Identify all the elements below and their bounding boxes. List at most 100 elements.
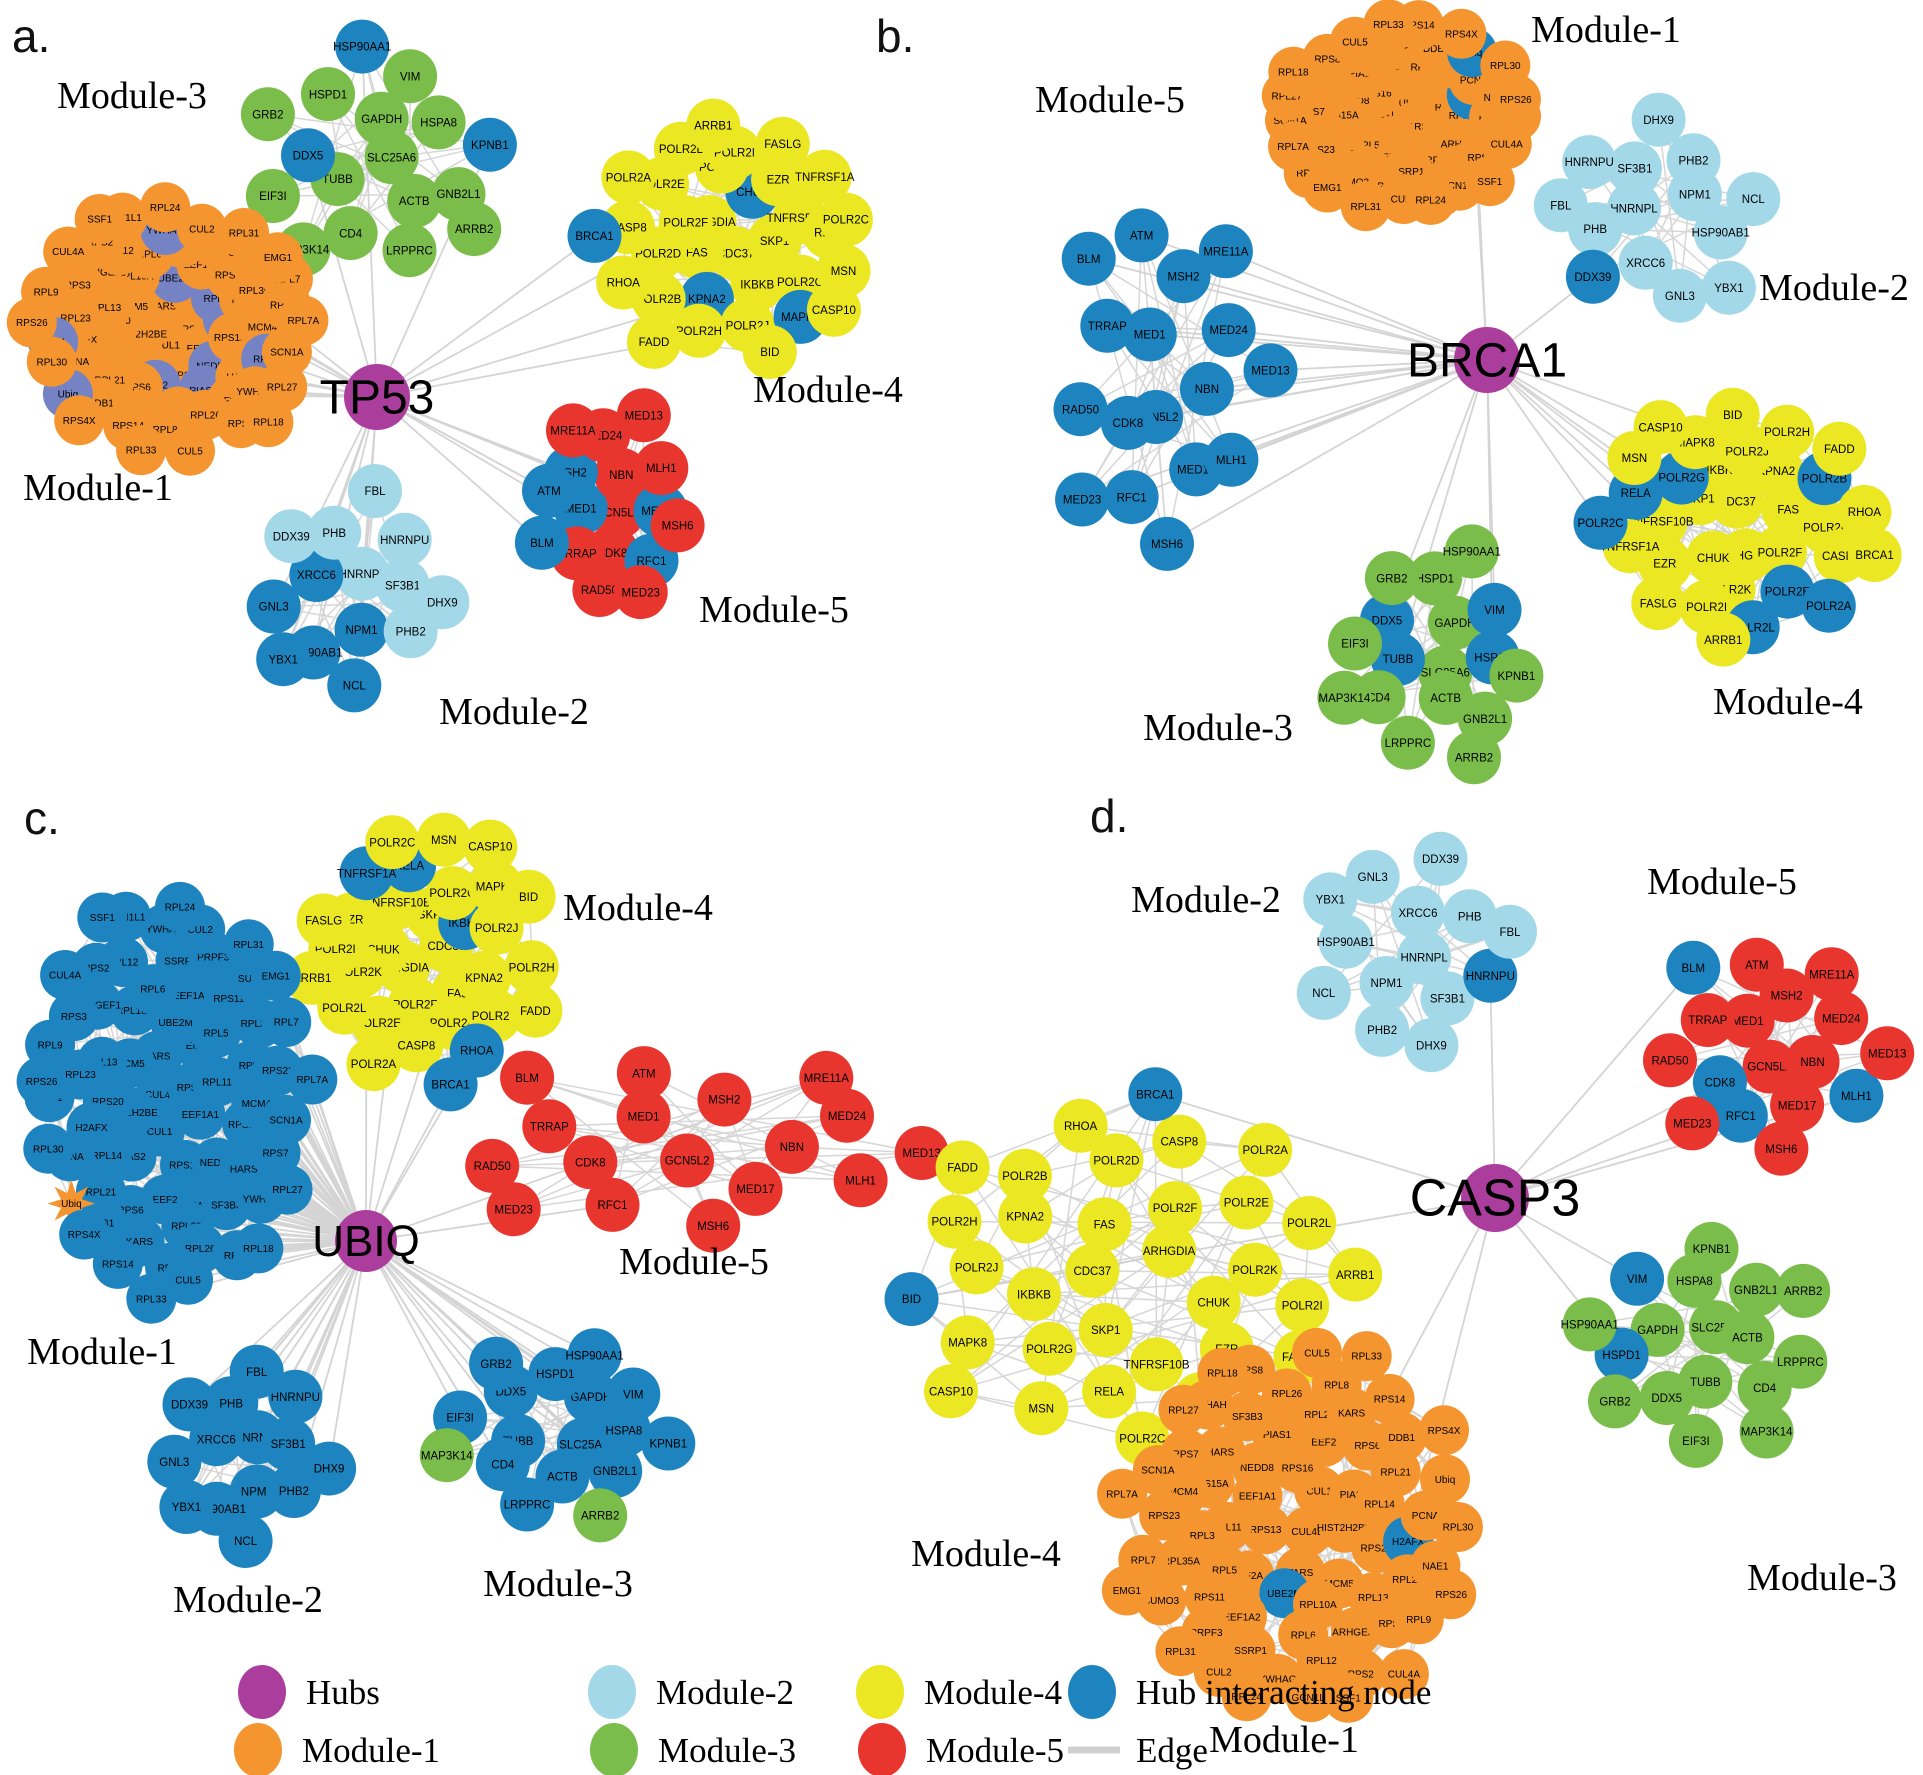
gene-label: RPS13 — [1250, 1525, 1282, 1536]
gene-label: HNRNPL — [339, 569, 387, 581]
gene-node — [40, 950, 91, 1000]
gene-node — [508, 983, 563, 1038]
gene-label: RPL27 — [1272, 91, 1303, 102]
gene-label: HSP90AB1 — [1317, 937, 1375, 949]
gene-node — [1684, 1221, 1739, 1276]
gene-label: ARRB1 — [293, 973, 331, 985]
hub-spoke — [1486, 359, 1602, 524]
gene-node — [588, 1443, 643, 1498]
gene-label: POLR2J — [955, 1263, 998, 1275]
gene-node — [1639, 1371, 1694, 1425]
gene-node — [1814, 991, 1869, 1046]
legend-swatch-module5 — [858, 1723, 906, 1775]
hub-spoke — [365, 1204, 613, 1242]
gene-node — [1426, 1569, 1477, 1620]
gene-label: MSH6 — [697, 1221, 729, 1233]
gene-label: MLH1 — [845, 1175, 876, 1187]
gene-node — [1391, 885, 1445, 940]
gene-label: RPL30 — [1490, 61, 1521, 72]
gene-node — [522, 1099, 577, 1154]
module-label: Module-1 — [27, 1331, 177, 1373]
gene-label: GRB2 — [1376, 573, 1407, 585]
gene-label: GCN1L1 — [1292, 1693, 1331, 1704]
gene-label: EEF1A1 — [182, 1110, 220, 1121]
gene-label: MED1 — [1134, 330, 1166, 342]
gene-node — [1140, 516, 1194, 571]
gene-node — [475, 1437, 530, 1492]
nodes: HNRNPL NPM1 XRCC6 SF3B1 HSP90AB1 PHB PHB2 GNL3 H… — [884, 831, 1915, 1723]
gene-node — [1631, 576, 1686, 631]
gene-label: RPL33 — [126, 446, 157, 457]
gene-label: RPL11 — [202, 1077, 232, 1088]
gene-label: PIAS2 — [117, 1152, 146, 1163]
gene-label: POLR2B — [1002, 1171, 1048, 1183]
gene-node — [924, 1364, 978, 1419]
gene-node — [289, 548, 344, 602]
gene-node — [1082, 1364, 1137, 1419]
gene-label: BRCA1 — [575, 231, 613, 243]
gene-label: Ubiq — [61, 1199, 82, 1210]
gene-label: POLR2I — [1282, 1301, 1323, 1313]
hub-spoke — [1166, 359, 1488, 545]
gene-node — [1801, 578, 1856, 633]
gene-label: DDX39 — [171, 1400, 208, 1412]
gene-label: TRRAP — [1088, 321, 1127, 333]
edge — [1323, 915, 1471, 994]
module-label: Module-1 — [23, 467, 173, 509]
gene-node — [23, 1123, 74, 1174]
gene-label: SF3B3 — [1232, 1412, 1263, 1423]
hub-spoke — [1489, 975, 1496, 1199]
gene-node — [697, 1072, 752, 1127]
gene-label: POLR2G — [429, 888, 476, 900]
gene-node — [246, 579, 301, 634]
gene-label: CUL4A — [1388, 1670, 1421, 1681]
labels: c. Module-4 Module-5 Module-1 Module-2 Module… — [24, 792, 769, 1621]
gene-node — [281, 128, 335, 183]
gene-label: GNB2L1 — [1463, 714, 1507, 726]
gene-label: GAPDH — [570, 1392, 611, 1404]
gene-label: FBL — [364, 486, 386, 498]
gene-label: EMG1 — [1313, 183, 1342, 194]
hub-spoke — [365, 1240, 596, 1357]
gene-label: PRPF3 — [1190, 1628, 1223, 1639]
gene-node — [522, 463, 576, 518]
gene-node — [447, 202, 502, 257]
gene-node — [383, 49, 438, 104]
module-label: Module-4 — [753, 369, 903, 411]
gene-label: ACTB — [1732, 1332, 1763, 1344]
gene-label: GAPDH — [361, 114, 402, 126]
gene-label: SF3B1 — [1430, 994, 1465, 1006]
gene-node — [1097, 1468, 1148, 1519]
gene-label: CUL1 — [154, 341, 180, 352]
gene-node — [1318, 914, 1373, 969]
gene-label: HNRNPU — [380, 535, 429, 547]
gene-node — [730, 257, 785, 312]
gene-label: MED13 — [1251, 366, 1289, 378]
gene-node — [1129, 1337, 1184, 1392]
module-label: Module-2 — [439, 691, 589, 733]
gene-node — [140, 182, 191, 233]
gene-label: SF3B1 — [271, 1439, 306, 1451]
gene-label: HSPA8 — [1676, 1276, 1713, 1288]
edge — [1140, 235, 1233, 461]
gene-node — [16, 1056, 67, 1107]
hub-spoke — [1225, 250, 1488, 361]
gene-label: GNB2L1 — [1734, 1285, 1778, 1297]
gene-label: NAE1 — [1422, 1561, 1449, 1572]
gene-node — [1101, 1565, 1152, 1616]
gene-label: RPL26 — [1272, 1389, 1303, 1400]
gene-label: EZR — [767, 175, 790, 187]
legend-label: Module-3 — [658, 1731, 796, 1770]
gene-label: GNB2L1 — [436, 189, 480, 201]
gene-label: MED1 — [1732, 1016, 1764, 1028]
gene-label: TARS — [1287, 1568, 1313, 1579]
gene-label: MED23 — [1063, 495, 1101, 507]
gene-label: POLR2J — [1725, 446, 1768, 458]
gene-label: MAP3K14 — [421, 1450, 473, 1462]
gene-label: UBE2M — [158, 273, 192, 284]
module-label: Module-5 — [619, 1241, 769, 1283]
gene-label: FBL — [1550, 201, 1572, 213]
gene-label: CDK8 — [1113, 418, 1144, 430]
gene-node — [833, 1153, 888, 1208]
